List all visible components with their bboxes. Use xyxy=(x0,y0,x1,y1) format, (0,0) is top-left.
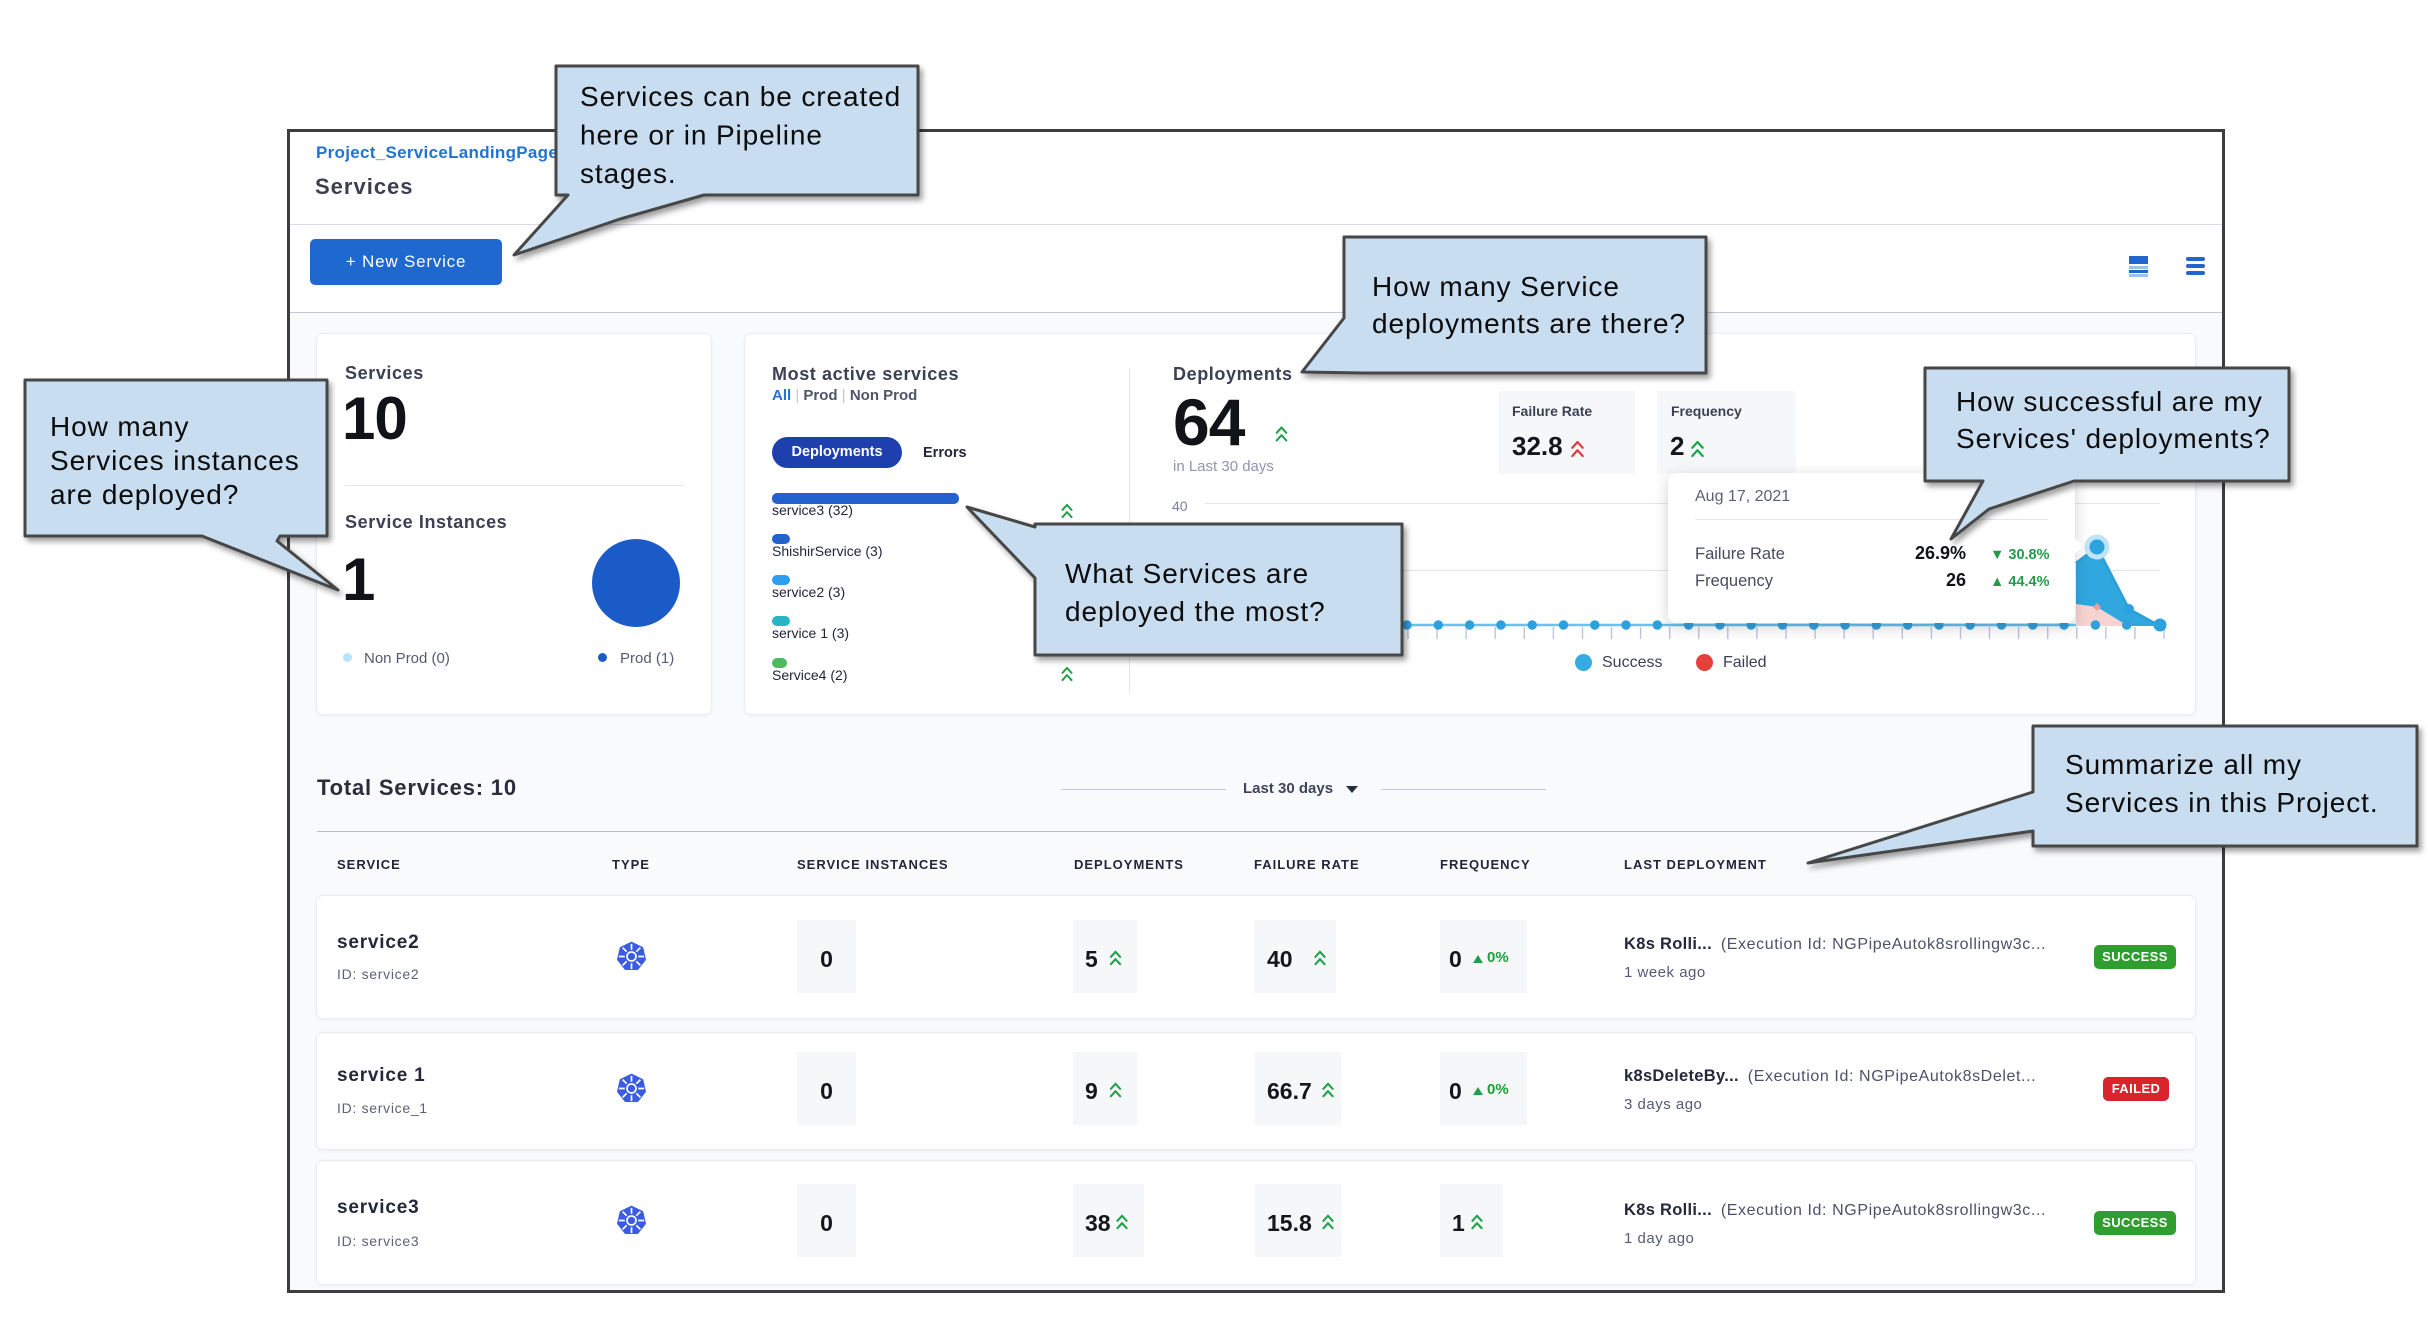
svg-text:Services instances: Services instances xyxy=(50,445,300,476)
svg-text:How many: How many xyxy=(50,411,189,442)
svg-text:Services can be created: Services can be created xyxy=(580,81,901,112)
svg-text:are deployed?: are deployed? xyxy=(50,479,239,510)
